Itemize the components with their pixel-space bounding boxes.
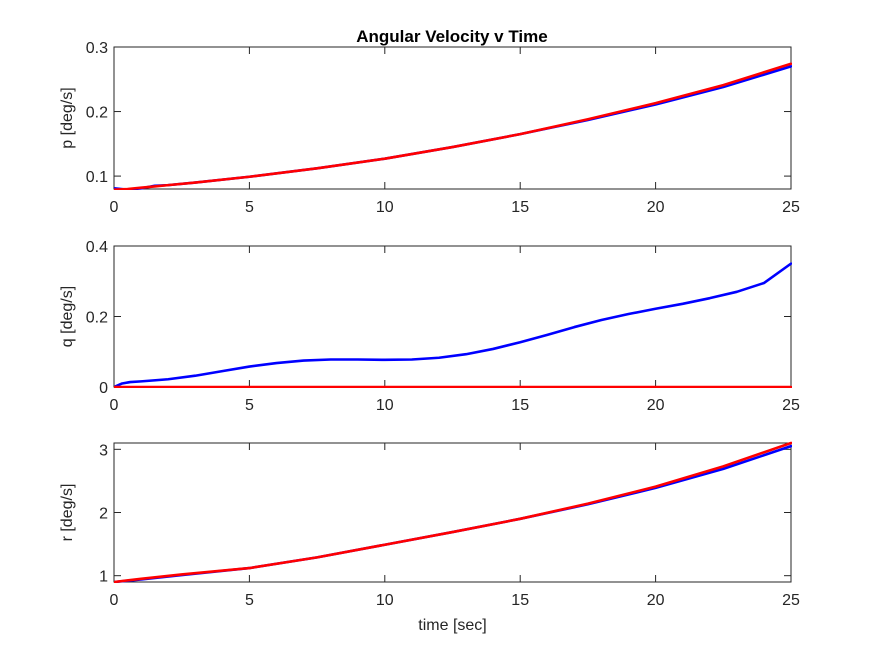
subplot-2: 0 5 10 15 20 25 0 0.2 0.4 q [deg/s]: [59, 239, 800, 414]
x-axis-label: time [sec]: [418, 617, 486, 634]
y-tick-label: 0.2: [86, 105, 108, 122]
y-tick-label: 0: [99, 380, 108, 397]
subplot-3: 0 5 10 15 20 25 1 2 3 r [deg/s] time [sec]: [59, 441, 800, 634]
axes-frame: [113, 245, 792, 388]
x-tick-label: 25: [782, 397, 800, 414]
y-tick-label: 0.3: [86, 40, 108, 57]
x-tick-label: 25: [782, 592, 800, 609]
subplot-1: 0 5 10 15 20 25 0.1 0.2 0.3 p [deg/s]: [59, 40, 800, 216]
y-tick-label: 0.1: [86, 169, 108, 186]
x-tick-label: 0: [110, 199, 119, 216]
y-axis-label: r [deg/s]: [59, 484, 76, 542]
y-tick-label: 3: [99, 442, 108, 459]
x-tick-label: 15: [511, 592, 529, 609]
x-tick-label: 10: [376, 592, 394, 609]
x-tick-label: 0: [110, 397, 119, 414]
x-tick-label: 15: [511, 397, 529, 414]
series-line-2: [114, 441, 792, 583]
x-tick-label: 20: [647, 397, 665, 414]
x-tick-label: 25: [782, 199, 800, 216]
y-axis-label: p [deg/s]: [59, 87, 76, 148]
axes-frame: [113, 46, 792, 190]
x-tick-label: 5: [245, 397, 254, 414]
y-tick-label: 0.4: [86, 239, 108, 256]
chart-title: Angular Velocity v Time: [356, 27, 547, 46]
x-tick-label: 5: [245, 592, 254, 609]
x-tick-label: 5: [245, 199, 254, 216]
y-tick-label: 1: [99, 569, 108, 586]
x-tick-label: 20: [647, 592, 665, 609]
y-axis-label: q [deg/s]: [59, 286, 76, 347]
y-tick-label: 0.2: [86, 310, 108, 327]
x-tick-label: 10: [376, 397, 394, 414]
x-tick-label: 15: [511, 199, 529, 216]
x-tick-label: 10: [376, 199, 394, 216]
x-tick-label: 0: [110, 592, 119, 609]
y-tick-label: 2: [99, 506, 108, 523]
series-line-1: [114, 262, 792, 388]
series-line-2: [114, 62, 792, 190]
x-tick-label: 20: [647, 199, 665, 216]
axes-frame: [113, 442, 792, 583]
